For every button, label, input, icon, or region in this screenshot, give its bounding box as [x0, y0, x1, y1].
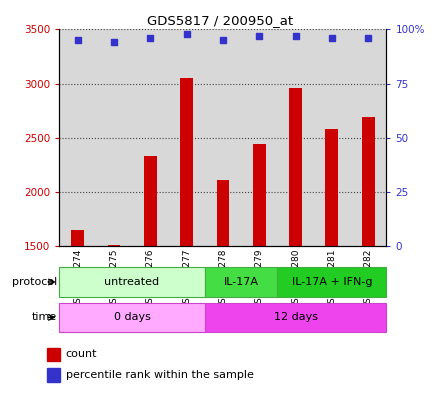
Bar [180, 78, 193, 246]
Text: time: time [32, 312, 57, 322]
Bar [96, 29, 132, 246]
Bar [71, 230, 84, 246]
Text: count: count [66, 349, 97, 360]
Bar [350, 29, 386, 246]
Bar [205, 29, 241, 246]
Point [147, 35, 154, 41]
Bar [47, 368, 60, 382]
Point [365, 35, 372, 41]
Bar [289, 88, 302, 246]
Bar [277, 267, 386, 297]
Bar [132, 29, 169, 246]
Point [183, 31, 190, 37]
Bar [144, 156, 157, 246]
Bar [59, 303, 205, 332]
Bar [47, 347, 60, 362]
Bar [107, 244, 120, 246]
Point [74, 37, 81, 43]
Point [328, 35, 335, 41]
Bar [216, 180, 229, 246]
Bar [205, 303, 386, 332]
Text: IL-17A: IL-17A [224, 277, 259, 287]
Bar [169, 29, 205, 246]
Bar [205, 267, 277, 297]
Point [292, 33, 299, 39]
Bar [326, 129, 338, 246]
Bar [241, 29, 277, 246]
Text: percentile rank within the sample: percentile rank within the sample [66, 370, 253, 380]
Text: untreated: untreated [104, 277, 160, 287]
Text: protocol: protocol [12, 277, 57, 287]
Point [110, 39, 117, 46]
Text: GDS5817 / 200950_at: GDS5817 / 200950_at [147, 14, 293, 27]
Text: 0 days: 0 days [114, 312, 150, 322]
Bar [59, 267, 205, 297]
Point [220, 37, 227, 43]
Point [256, 33, 263, 39]
Bar [277, 29, 314, 246]
Bar [314, 29, 350, 246]
Bar [362, 117, 374, 246]
Text: IL-17A + IFN-g: IL-17A + IFN-g [292, 277, 372, 287]
Bar [59, 29, 96, 246]
Text: 12 days: 12 days [274, 312, 318, 322]
Bar [253, 144, 266, 246]
